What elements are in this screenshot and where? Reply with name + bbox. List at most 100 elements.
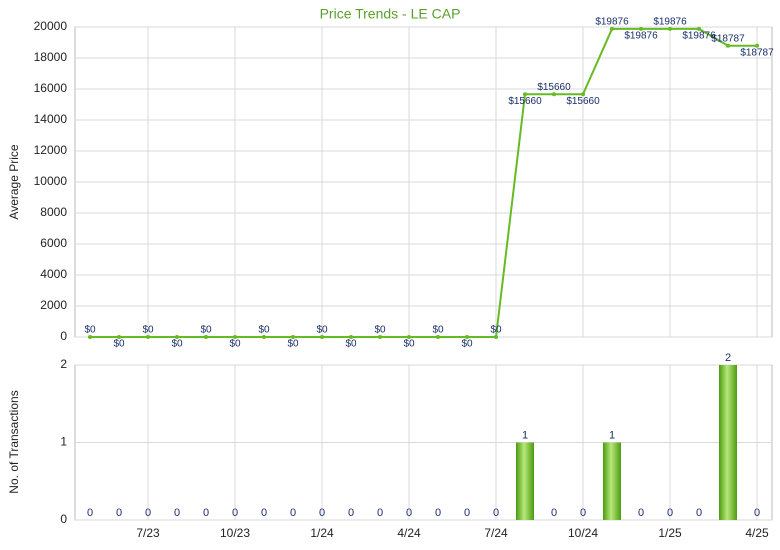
data-label: 0: [319, 507, 325, 519]
y-tick-label: 0: [60, 512, 67, 526]
price-point: [726, 43, 730, 48]
data-label: 0: [87, 507, 93, 519]
price-point: [88, 335, 92, 339]
data-label: 0: [696, 507, 702, 519]
x-tick-label: 4/25: [745, 526, 769, 540]
y-tick-label: 0: [60, 329, 67, 343]
data-label: 0: [290, 507, 296, 519]
data-label: 0: [174, 507, 180, 519]
y-tick-label: 8000: [40, 205, 67, 219]
data-label: $18787: [711, 33, 745, 44]
price-point: [523, 92, 527, 97]
price-point: [291, 335, 295, 339]
data-label: $0: [490, 325, 502, 336]
price-point: [610, 26, 614, 31]
x-tick-label: 4/24: [397, 526, 421, 540]
data-label: $0: [258, 325, 270, 336]
price-point: [697, 26, 701, 31]
y-tick-label: 16000: [34, 81, 68, 95]
data-label: 0: [435, 507, 441, 519]
x-tick-label: 10/23: [220, 526, 250, 540]
y-tick-label: 14000: [34, 112, 68, 126]
data-label: 0: [203, 507, 209, 519]
price-point: [378, 335, 382, 339]
data-label: 0: [551, 507, 557, 519]
data-label: $0: [432, 325, 444, 336]
data-label: 0: [754, 507, 760, 519]
data-label: $0: [461, 339, 473, 350]
price-point: [204, 335, 208, 339]
price-point: [233, 335, 237, 339]
data-label: $0: [200, 325, 212, 336]
data-label: $15660: [508, 96, 542, 107]
bar: [516, 442, 534, 520]
price-point: [668, 26, 672, 31]
data-label: 0: [348, 507, 354, 519]
x-tick-label: 1/25: [658, 526, 682, 540]
x-tick-label: 1/24: [310, 526, 334, 540]
price-point: [320, 335, 324, 339]
data-label: $0: [142, 325, 154, 336]
y-tick-label: 2: [60, 357, 67, 371]
data-label: 0: [232, 507, 238, 519]
y-tick-label: 1: [60, 435, 67, 449]
price-point: [146, 335, 150, 339]
data-label: $0: [316, 325, 328, 336]
data-label: 0: [116, 507, 122, 519]
data-label: 2: [725, 352, 731, 364]
price-point: [755, 43, 759, 48]
x-tick-label: 10/24: [568, 526, 598, 540]
data-label: $18787: [740, 47, 774, 58]
data-label: $0: [374, 325, 386, 336]
data-label: $19876: [682, 31, 716, 42]
data-label: $0: [287, 339, 299, 350]
data-label: 0: [464, 507, 470, 519]
y-tick-label: 10000: [34, 174, 68, 188]
y-axis-label: Average Price: [7, 144, 21, 219]
price-line: [90, 27, 757, 338]
data-label: 0: [145, 507, 151, 519]
chart-title: Price Trends - LE CAP: [320, 6, 461, 22]
bar: [603, 442, 621, 520]
data-label: 1: [609, 429, 615, 441]
y-tick-label: 4000: [40, 267, 67, 281]
data-label: 1: [522, 429, 528, 441]
y-tick-label: 12000: [34, 143, 68, 157]
data-label: $0: [171, 339, 183, 350]
price-point: [436, 335, 440, 339]
y-tick-label: 20000: [34, 19, 68, 33]
y-axis-label: No. of Transactions: [7, 390, 21, 493]
x-tick-label: 7/24: [484, 526, 508, 540]
x-tick-label: 7/23: [136, 526, 160, 540]
data-label: 0: [377, 507, 383, 519]
data-label: $0: [113, 339, 125, 350]
price-point: [262, 335, 266, 339]
data-label: 0: [638, 507, 644, 519]
price-point: [581, 92, 585, 97]
data-label: 0: [580, 507, 586, 519]
data-label: $15660: [566, 96, 600, 107]
price-point: [349, 335, 353, 339]
data-label: $19876: [624, 31, 658, 42]
data-label: $0: [229, 339, 241, 350]
data-label: $0: [345, 339, 357, 350]
price-point: [465, 335, 469, 339]
price-point: [117, 335, 121, 339]
data-label: $15660: [537, 82, 571, 93]
data-label: $19876: [595, 17, 629, 28]
data-label: $0: [84, 325, 96, 336]
bar: [719, 365, 737, 520]
data-label: 0: [261, 507, 267, 519]
data-label: $19876: [653, 17, 687, 28]
y-tick-label: 2000: [40, 298, 67, 312]
price-point: [175, 335, 179, 339]
y-tick-label: 6000: [40, 236, 67, 250]
y-tick-label: 18000: [34, 50, 68, 64]
price-point: [494, 335, 498, 339]
data-label: $0: [403, 339, 415, 350]
price-point: [407, 335, 411, 339]
data-label: 0: [406, 507, 412, 519]
data-label: 0: [493, 507, 499, 519]
price-point: [639, 26, 643, 31]
